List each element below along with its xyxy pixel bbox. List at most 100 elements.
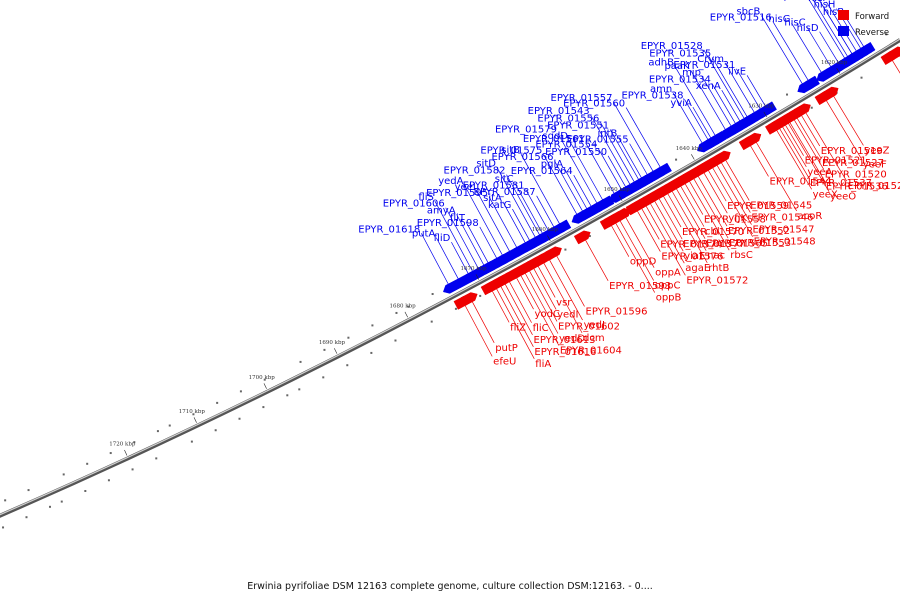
minor-feature [431, 293, 434, 296]
gene-label: intB [598, 128, 618, 139]
tick-label: 1640 kbp [676, 146, 703, 152]
genome-backbone-highlight [0, 38, 900, 516]
tick-mark [691, 154, 695, 160]
leader-line [761, 15, 805, 88]
leader-line [618, 137, 644, 182]
gene-label: rbsC [730, 250, 753, 261]
gene-label: EPYR_01535 [649, 49, 711, 60]
leader-line [711, 57, 750, 121]
minor-feature [286, 394, 289, 397]
gene-label: EPYR_01561 [523, 134, 585, 145]
leader-line [518, 271, 560, 346]
leader-line [701, 168, 728, 214]
gene-label: EPYR_01548 [754, 237, 816, 248]
leader-line [831, 92, 864, 146]
minor-feature [84, 489, 87, 492]
gene-label: yeeF [863, 159, 887, 170]
minor-feature [214, 429, 217, 432]
gene-labels: hisBhisHhisIhisAhisFhisDhisChisGEPYR_015… [358, 0, 900, 370]
minor-feature [370, 351, 373, 354]
leader-line [746, 75, 768, 110]
forward-gene-arrow [573, 230, 591, 245]
leader-line [639, 204, 660, 240]
genome-backbone [0, 38, 900, 518]
leader-line [573, 175, 594, 211]
leader-line [541, 259, 583, 334]
tick-mark [263, 383, 267, 389]
tick-mark [547, 235, 551, 241]
leader-line [479, 226, 500, 263]
leader-line [496, 167, 538, 242]
gene-label: EPYR_01536 [826, 181, 888, 192]
leader-line [625, 107, 663, 172]
leader-line [819, 31, 841, 67]
gene-label: EPYR_01538 [621, 90, 683, 101]
gene-label: EPYR_01602 [558, 321, 620, 332]
reverse-gene-arrow [847, 49, 864, 64]
tick-label: 1680 kbp [390, 303, 417, 309]
gene-label: sqdD [542, 131, 568, 142]
leader-line [522, 269, 559, 334]
gene-label: oppD [630, 257, 657, 268]
leader-line [844, 16, 867, 51]
minor-feature [454, 307, 457, 310]
gene-label: hisC [784, 18, 805, 29]
leader-line [506, 174, 542, 239]
gene-label: EPYR_01543 [528, 106, 590, 117]
gene-label: yeeO [830, 192, 856, 203]
leader-line [445, 207, 481, 273]
leader-line [705, 166, 727, 202]
leader-line [692, 106, 714, 142]
minor-feature [371, 324, 374, 327]
gene-label: EPYR_01587 [474, 187, 536, 198]
gene-label: sitC [495, 174, 514, 185]
reverse-gene-arrow [571, 209, 589, 224]
gene-label: EPYR_01528 [641, 41, 703, 52]
leader-line [723, 156, 750, 201]
gene-label: EPYR_01581 [463, 180, 525, 191]
leader-line [695, 172, 728, 227]
minor-feature [131, 468, 134, 471]
leader-line [617, 216, 655, 281]
minor-feature [190, 440, 193, 443]
leader-line [488, 196, 520, 252]
forward-gene-arrow [599, 216, 617, 230]
leader-line [456, 214, 487, 270]
leader-line [691, 174, 729, 239]
leader-line [803, 108, 848, 182]
leader-line [703, 49, 747, 123]
leader-line [678, 182, 705, 227]
leader-line [568, 139, 606, 204]
gene-label: mip [682, 67, 701, 78]
gene-label: EPYR_01520 [825, 169, 887, 180]
gene-label: rhtB [708, 263, 729, 274]
gene-label: yiaE [684, 251, 705, 262]
gene-label: EPYR_01576 [661, 252, 723, 263]
minor-feature [25, 516, 28, 519]
minor-feature [109, 452, 112, 455]
gene-label: putA [412, 229, 436, 240]
forward-swatch [838, 10, 849, 20]
tick-label: 1700 kbp [249, 375, 276, 381]
gene-label: EPYR_01525 [848, 181, 900, 192]
minor-feature [346, 364, 349, 367]
leader-line [791, 22, 824, 77]
gene-label: EPYR_01565 [706, 239, 768, 250]
leader-line [598, 148, 624, 194]
minor-feature [4, 499, 7, 502]
tick-label: 1670 kbp [461, 266, 488, 272]
gene-label: paaK [664, 61, 690, 72]
leader-line [747, 141, 769, 177]
leader-line [682, 179, 704, 215]
leader-line [607, 155, 629, 191]
leader-line [469, 297, 495, 344]
gene-label: EPYR_01616 [534, 347, 596, 358]
leader-line [494, 284, 535, 359]
gene-label: fliS [418, 192, 433, 203]
gene-label: oppA [655, 268, 681, 279]
tick-label: 1620 kbp [821, 60, 848, 66]
minor-feature [133, 441, 136, 444]
gene-label: amn [650, 84, 672, 95]
tick-mark [763, 111, 768, 118]
gene-label: EPYR_01519 [821, 146, 883, 157]
